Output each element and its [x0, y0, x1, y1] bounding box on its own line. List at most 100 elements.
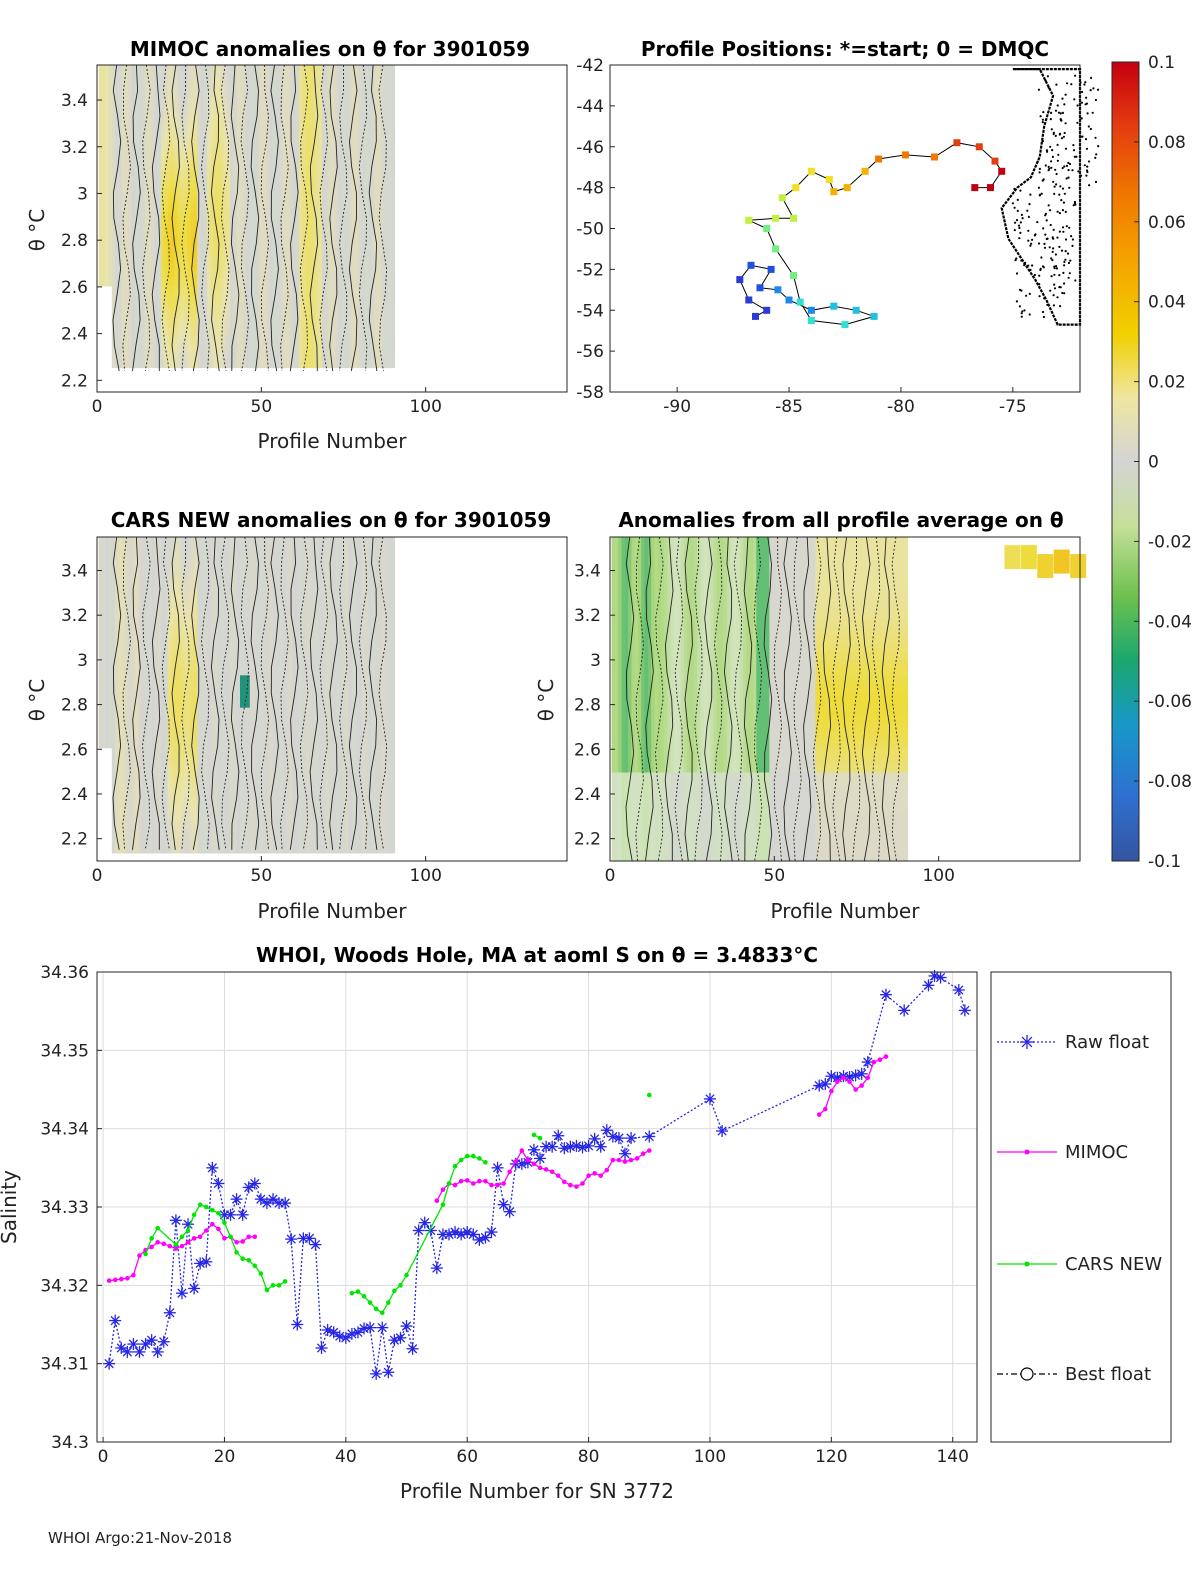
- mimoc-y-ticks: 2.22.42.62.833.23.4: [61, 91, 102, 391]
- coastline-detail: [1029, 269, 1031, 271]
- coastline-detail: [1018, 225, 1020, 227]
- heatmap-cell: [391, 253, 395, 262]
- coastline-detail: [1065, 211, 1067, 213]
- coastline-detail: [1084, 164, 1086, 166]
- coastline-detail: [1030, 243, 1032, 245]
- coastline-detail: [1094, 157, 1096, 159]
- profile-position-marker: [752, 313, 759, 320]
- coastline-detail: [1038, 187, 1040, 189]
- profile-position-marker: [779, 194, 786, 201]
- coastline-detail: [1034, 234, 1036, 236]
- profile-position-marker: [953, 139, 960, 146]
- profile-position-marker: [790, 272, 797, 279]
- hm0-y-tick-label: 2.6: [61, 278, 88, 298]
- coastline-detail: [1014, 207, 1016, 209]
- coastline-detail: [1029, 194, 1031, 196]
- colorbar-tick-label: 0.1: [1148, 53, 1175, 73]
- hm0-y-tick-label: 3.2: [61, 138, 88, 158]
- coastline-detail: [1053, 294, 1055, 296]
- coastline-detail: [1084, 81, 1086, 83]
- heatmap-cell: [391, 171, 395, 180]
- profile-position-marker: [763, 307, 770, 314]
- profile-position-marker: [830, 303, 837, 310]
- coastline-detail: [1062, 226, 1064, 228]
- hm0-y-tick-label: 3.4: [61, 91, 88, 111]
- coastline-detail: [1070, 83, 1072, 85]
- profile-position-marker: [745, 297, 752, 304]
- heatmap-cell: [391, 237, 395, 246]
- coastline-detail: [1060, 112, 1062, 114]
- mimoc-x-label: Profile Number: [258, 429, 408, 453]
- coastline-detail: [1042, 140, 1044, 142]
- profile-position-marker: [745, 217, 752, 224]
- coastline-detail: [1074, 75, 1076, 77]
- coastline-detail: [1069, 272, 1071, 274]
- coastline-detail: [1050, 167, 1052, 169]
- coastline-detail: [1038, 242, 1040, 244]
- coastline-detail: [1043, 243, 1045, 245]
- coastline-detail: [1048, 166, 1050, 168]
- coastline-detail: [1072, 144, 1074, 146]
- profile-position-marker: [862, 168, 869, 175]
- coastline-detail: [1050, 112, 1052, 114]
- coastline-detail: [1013, 188, 1015, 190]
- coastline-detail: [1088, 125, 1090, 127]
- heatmap-cell: [391, 229, 395, 238]
- coastline-detail: [1048, 169, 1050, 171]
- profile-position-marker: [902, 151, 909, 158]
- coastline-detail: [1042, 311, 1044, 313]
- profile-position-marker: [987, 184, 994, 191]
- coastline-detail: [1060, 286, 1062, 288]
- heatmap-cell: [391, 147, 395, 156]
- coastline-detail: [1055, 84, 1057, 86]
- profile-position-marker: [786, 297, 793, 304]
- track-line: [740, 143, 1002, 325]
- coastline-shape: [1002, 69, 1080, 325]
- coastline-detail: [1047, 75, 1049, 77]
- coastline-detail: [1085, 97, 1087, 99]
- coastline-detail: [1028, 203, 1030, 205]
- heatmap-cell: [391, 73, 395, 82]
- coastline-detail: [1062, 167, 1064, 169]
- heatmap-cell: [391, 269, 395, 278]
- coastline-detail: [1029, 313, 1031, 315]
- coastline-detail: [1073, 149, 1075, 151]
- coastline-detail: [1014, 259, 1016, 261]
- coastline-shape: [1002, 69, 1100, 325]
- profile-position-marker: [736, 276, 743, 283]
- coastline-detail: [1017, 210, 1019, 212]
- coastline-detail: [1021, 316, 1023, 318]
- coastline-detail: [1053, 284, 1055, 286]
- profile-position-marker: [844, 184, 851, 191]
- coastline-detail: [1092, 112, 1094, 114]
- coastline-detail: [1073, 98, 1075, 100]
- profile-position-marker: [871, 313, 878, 320]
- coastline-detail: [1046, 219, 1048, 221]
- coastline-detail: [1069, 260, 1071, 262]
- profile-position-marker: [748, 262, 755, 269]
- coastline-detail: [1086, 148, 1088, 150]
- colorbar-tick-label: -0.06: [1148, 692, 1192, 712]
- heatmap-cell: [391, 286, 395, 295]
- coastline-detail: [1059, 231, 1061, 233]
- heatmap-cell: [391, 318, 395, 327]
- coastline-detail: [1085, 138, 1087, 140]
- coastline-detail: [1046, 238, 1048, 240]
- mimoc-panel-title: MIMOC anomalies on θ for 3901059: [130, 37, 530, 61]
- coastline-detail: [1031, 239, 1033, 241]
- coastline-detail: [1026, 210, 1028, 212]
- coastline-detail: [1039, 295, 1041, 297]
- coastline-detail: [1023, 309, 1025, 311]
- coastline-detail: [1050, 224, 1052, 226]
- coastline-detail: [1042, 119, 1044, 121]
- heatmap-cell: [391, 179, 395, 188]
- coastline-detail: [1039, 171, 1041, 173]
- coastline-detail: [1066, 82, 1068, 84]
- profile-position-marker: [792, 184, 799, 191]
- coastline-detail: [1051, 128, 1053, 130]
- cars-panel-title: CARS NEW anomalies on θ for 3901059: [111, 508, 552, 532]
- coastline-detail: [1052, 156, 1054, 158]
- coastline-detail: [1043, 316, 1045, 318]
- coastline-detail: [1055, 253, 1057, 255]
- coastline-detail: [1063, 165, 1065, 167]
